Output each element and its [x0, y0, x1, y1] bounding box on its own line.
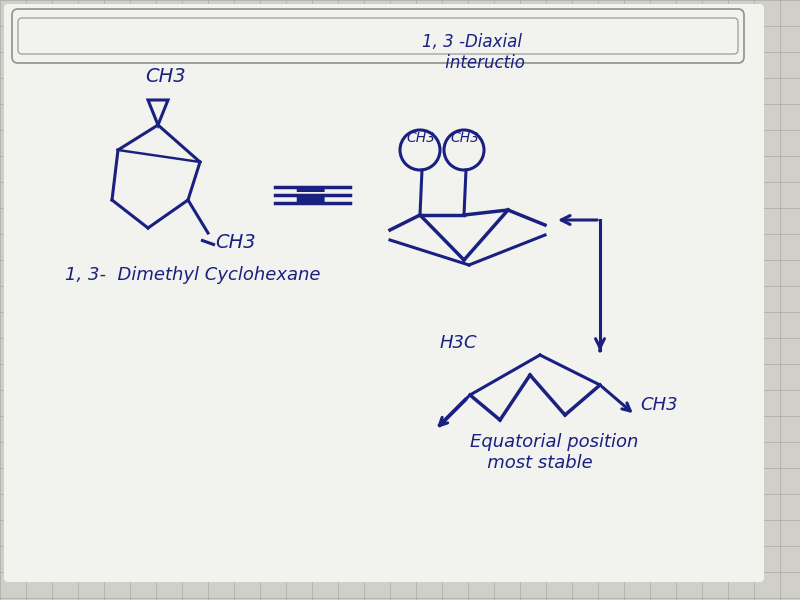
Text: CH3: CH3 — [215, 233, 256, 252]
Text: 1, 3-  Dimethyl Cyclohexane: 1, 3- Dimethyl Cyclohexane — [65, 266, 321, 284]
Text: CH3: CH3 — [450, 131, 479, 145]
Text: =: = — [291, 173, 329, 217]
Text: CH3: CH3 — [640, 396, 678, 414]
FancyBboxPatch shape — [18, 18, 738, 54]
Text: CH3: CH3 — [145, 67, 186, 86]
FancyBboxPatch shape — [4, 4, 764, 582]
FancyBboxPatch shape — [12, 9, 744, 63]
Text: H3C: H3C — [440, 334, 478, 352]
Text: 1, 3 -Diaxial
     inteructio: 1, 3 -Diaxial inteructio — [419, 33, 525, 72]
Text: Equatorial position
   most stable: Equatorial position most stable — [470, 433, 638, 472]
Text: CH3: CH3 — [406, 131, 435, 145]
